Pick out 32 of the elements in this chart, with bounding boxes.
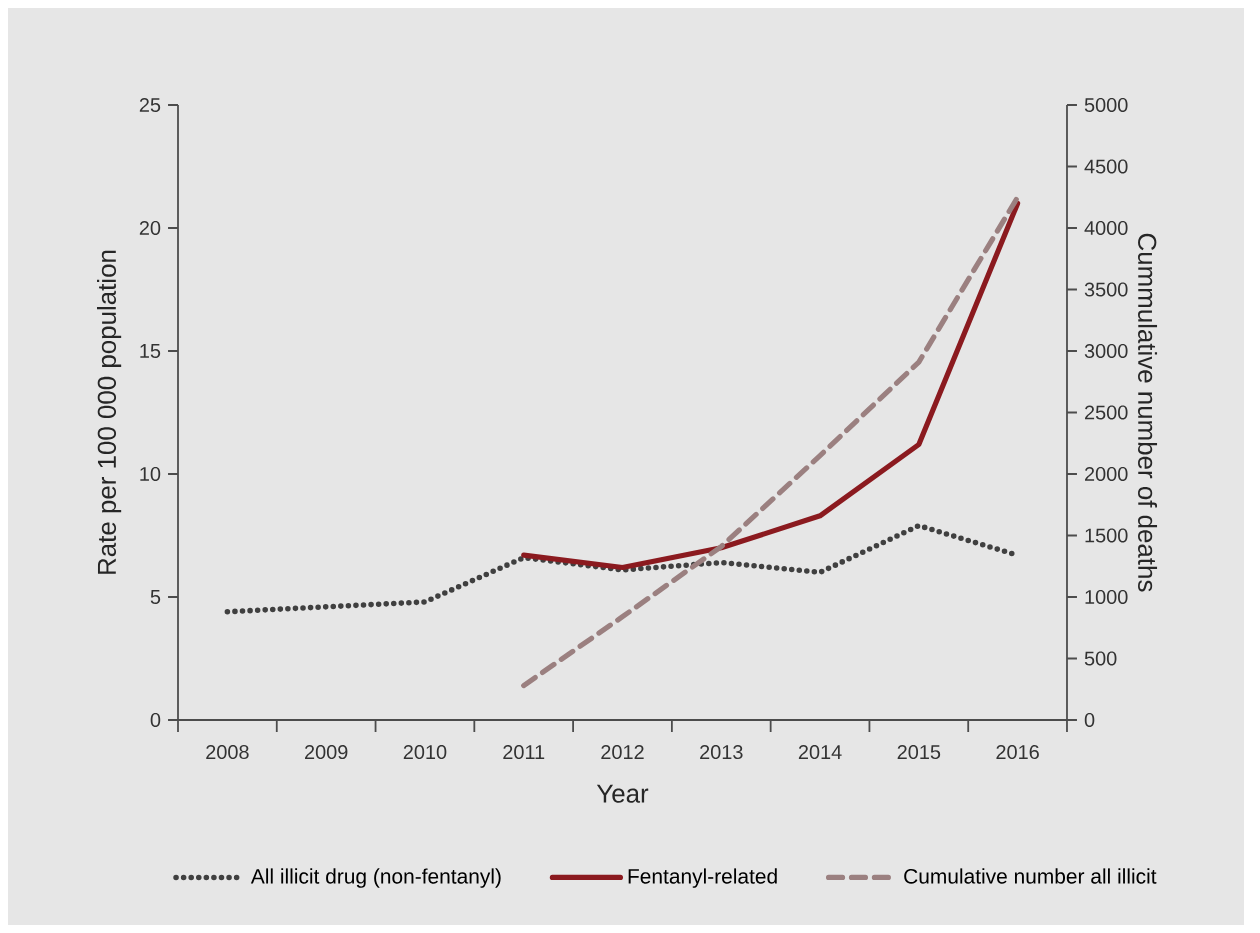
legend-label: Cumulative number all illicit: [904, 868, 1157, 884]
y2-tick-label: 500: [1084, 651, 1117, 666]
legend-label: Fentanyl-related: [628, 868, 777, 888]
x-tick-label: 2011: [503, 744, 545, 760]
y-tick-label: 0: [150, 712, 161, 728]
y-tick-label: 15: [140, 344, 161, 358]
y-tick-label: 10: [140, 466, 161, 482]
y2-tick-label: 1000: [1085, 589, 1128, 605]
y2-tick-label: 3500: [1084, 282, 1128, 297]
x-tick-label: 2008: [206, 744, 249, 760]
y-tick-label: 25: [139, 97, 161, 113]
y-tick-label: 5: [150, 590, 161, 604]
legend-label: All illicit drug (non-fentanyl): [250, 868, 501, 888]
y2-tick-label: 4000: [1084, 220, 1128, 236]
x-tick-label: 2010: [403, 744, 447, 760]
x-tick-label: 2009: [305, 744, 348, 760]
x-axis-title: Year: [596, 784, 649, 803]
x-tick-label: 2015: [897, 744, 941, 760]
y2-axis-title: Cummulative number of deaths: [1138, 233, 1158, 592]
y2-tick-label: 5000: [1084, 97, 1128, 113]
x-tick-label: 2013: [700, 744, 743, 760]
y2-tick-label: 1500: [1085, 528, 1128, 543]
y2-tick-label: 3000: [1084, 343, 1128, 359]
y2-tick-label: 0: [1084, 712, 1095, 728]
y-tick-label: 20: [139, 220, 161, 236]
x-tick-label: 2012: [601, 744, 644, 760]
x-tick-label: 2014: [798, 744, 842, 760]
y2-tick-label: 4500: [1084, 159, 1128, 174]
y2-tick-label: 2000: [1085, 466, 1128, 482]
x-tick-label: 2016: [996, 744, 1039, 760]
y-axis-title: Rate per 100 000 population: [97, 250, 122, 574]
y2-tick-label: 2500: [1085, 405, 1128, 420]
